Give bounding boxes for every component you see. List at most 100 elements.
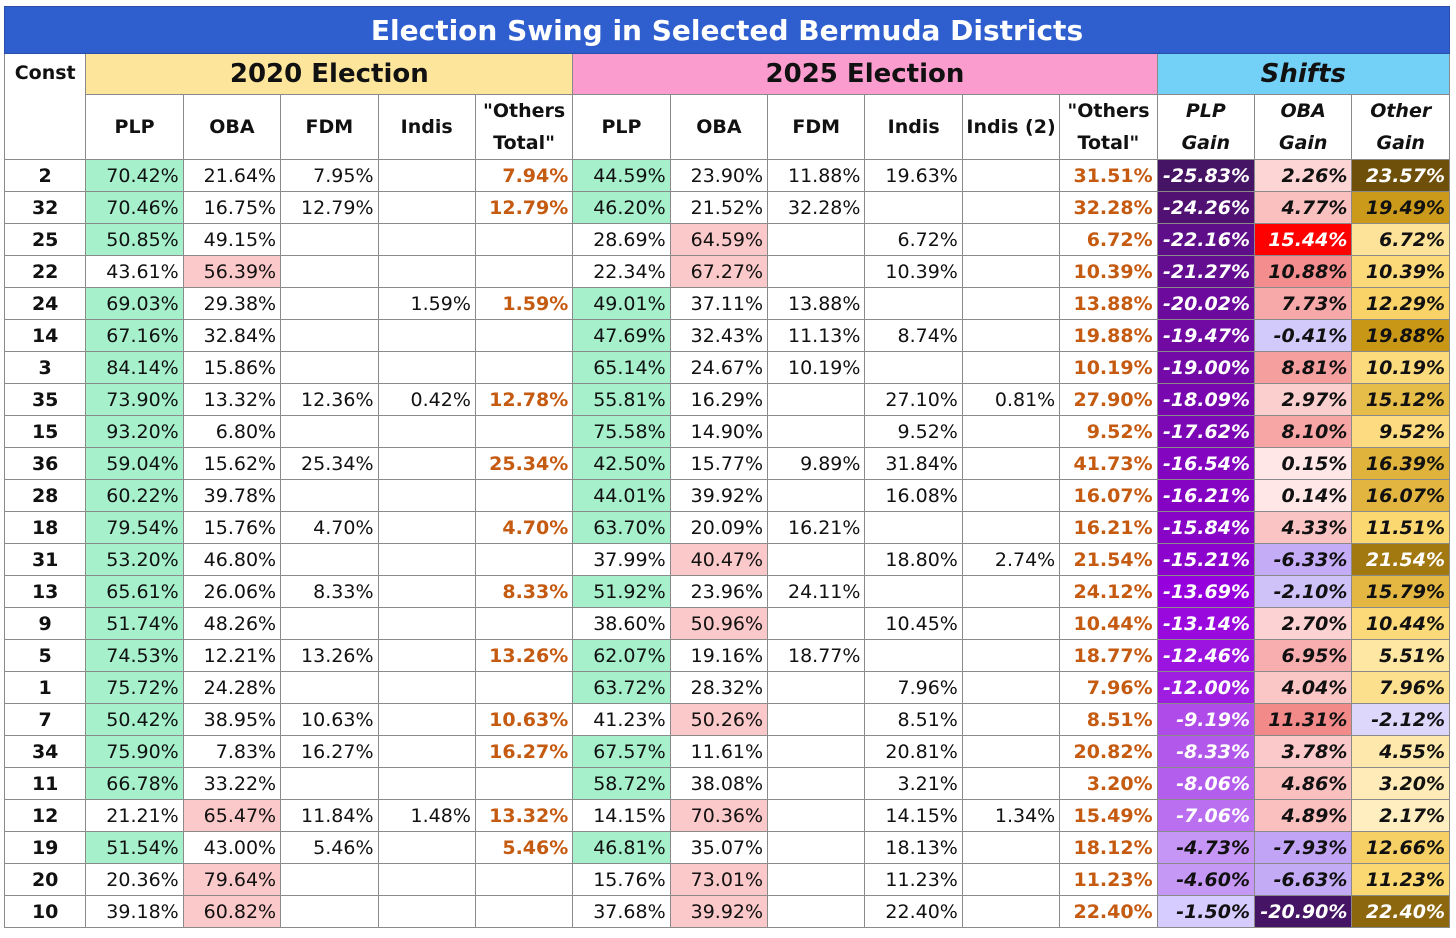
- cell-2025-0: 44.01%: [572, 479, 671, 512]
- cell-2025-1: 50.26%: [669, 703, 769, 736]
- cell-2020-4: [474, 415, 574, 448]
- cell-2025-0: 15.76%: [572, 863, 671, 896]
- table-title: Election Swing in Selected Bermuda Distr…: [4, 6, 1450, 54]
- cell-2020-2: 16.27%: [280, 735, 379, 768]
- cell-2020-4: [474, 607, 574, 640]
- cell-2025-2: 13.88%: [767, 287, 866, 320]
- const-cell: 19: [3, 831, 87, 864]
- cell-2025-3: [864, 287, 963, 320]
- cell-2020-2: [280, 223, 379, 256]
- cell-2020-3: [377, 543, 476, 576]
- oba-gain-cell: 2.70%: [1254, 607, 1353, 640]
- cell-2020-1: 46.80%: [182, 543, 282, 576]
- plp-gain-cell: -13.69%: [1156, 575, 1256, 608]
- cell-2025-4: [961, 223, 1061, 256]
- table-row: 15 93.20% 6.80% 75.58% 14.90% 9.52% 9.52% -17.6…: [3, 415, 1450, 448]
- plp-gain-cell: -17.62%: [1156, 415, 1256, 448]
- const-cell: 31: [3, 543, 87, 576]
- cell-2025-2: 9.89%: [767, 447, 866, 480]
- cell-2025-0: 22.34%: [572, 255, 671, 288]
- cell-2025-0: 58.72%: [572, 767, 671, 800]
- oba-gain-cell: -6.33%: [1254, 543, 1353, 576]
- cell-2025-3: 31.84%: [864, 447, 963, 480]
- col-2020-4: "Others Total": [474, 94, 574, 160]
- cell-2025-1: 40.47%: [669, 543, 769, 576]
- cell-2020-3: [377, 351, 476, 384]
- plp-gain-cell: -18.09%: [1156, 383, 1256, 416]
- cell-2020-0: 70.46%: [85, 191, 184, 224]
- plp-gain-cell: -15.21%: [1156, 543, 1256, 576]
- cell-2020-4: [474, 479, 574, 512]
- cell-2025-5: 18.12%: [1059, 831, 1158, 864]
- cell-2025-2: 11.88%: [767, 159, 866, 192]
- plp-gain-cell: -16.54%: [1156, 447, 1256, 480]
- table-row: 2 70.42% 21.64% 7.95% 7.94% 44.59% 23.90% 11.88…: [3, 159, 1450, 192]
- table-row: 14 67.16% 32.84% 47.69% 32.43% 11.13% 8.74% 19.…: [3, 319, 1450, 352]
- cell-2020-3: [377, 831, 476, 864]
- plp-gain-cell: -13.14%: [1156, 607, 1256, 640]
- cell-2025-5: 7.96%: [1059, 671, 1158, 704]
- cell-2025-3: 8.51%: [864, 703, 963, 736]
- cell-2025-3: [864, 511, 963, 544]
- plp-gain-cell: -19.47%: [1156, 319, 1256, 352]
- plp-gain-cell: -24.26%: [1156, 191, 1256, 224]
- cell-2025-3: 19.63%: [864, 159, 963, 192]
- cell-2020-2: [280, 607, 379, 640]
- cell-2025-3: [864, 639, 963, 672]
- shifts-header: Shifts: [1156, 53, 1451, 95]
- cell-2025-2: 18.77%: [767, 639, 866, 672]
- cell-2020-0: 53.20%: [85, 543, 184, 576]
- cell-2020-4: [474, 895, 574, 928]
- col-2020-3: Indis: [377, 94, 476, 160]
- plp-gain-cell: -20.02%: [1156, 287, 1256, 320]
- plp-gain-cell: -19.00%: [1156, 351, 1256, 384]
- cell-2020-0: 79.54%: [85, 511, 184, 544]
- cell-2020-2: [280, 287, 379, 320]
- cell-2025-4: [961, 287, 1061, 320]
- oba-gain-cell: -6.63%: [1254, 863, 1353, 896]
- cell-2020-2: 10.63%: [280, 703, 379, 736]
- table-row: 32 70.46% 16.75% 12.79% 12.79% 46.20% 21.52% 32…: [3, 191, 1450, 224]
- election-2020-header: 2020 Election: [85, 53, 574, 95]
- cell-2020-0: 50.85%: [85, 223, 184, 256]
- col-2020-1: OBA: [182, 94, 282, 160]
- cell-2025-3: 18.13%: [864, 831, 963, 864]
- table-row: 1 75.72% 24.28% 63.72% 28.32% 7.96% 7.96% -12.0…: [3, 671, 1450, 704]
- cell-2025-4: [961, 831, 1061, 864]
- cell-2025-4: [961, 703, 1061, 736]
- cell-2025-4: 1.34%: [961, 799, 1061, 832]
- oba-gain-cell: -7.93%: [1254, 831, 1353, 864]
- oba-gain-cell: -20.90%: [1254, 895, 1353, 928]
- cell-2025-5: 10.44%: [1059, 607, 1158, 640]
- other-gain-cell: 11.23%: [1351, 863, 1450, 896]
- cell-2025-5: 41.73%: [1059, 447, 1158, 480]
- cell-2020-3: [377, 159, 476, 192]
- cell-2025-1: 20.09%: [669, 511, 769, 544]
- cell-2025-5: 10.19%: [1059, 351, 1158, 384]
- oba-gain-cell: -2.10%: [1254, 575, 1353, 608]
- cell-2025-1: 50.96%: [669, 607, 769, 640]
- cell-2025-2: [767, 543, 866, 576]
- cell-2020-0: 21.21%: [85, 799, 184, 832]
- cell-2020-4: 4.70%: [474, 511, 574, 544]
- oba-gain-cell: 8.81%: [1254, 351, 1353, 384]
- col-2020-0: PLP: [85, 94, 184, 160]
- cell-2020-2: [280, 319, 379, 352]
- cell-2020-3: [377, 895, 476, 928]
- cell-2025-1: 73.01%: [669, 863, 769, 896]
- cell-2020-4: [474, 543, 574, 576]
- cell-2020-4: [474, 223, 574, 256]
- cell-2020-2: [280, 351, 379, 384]
- other-gain-cell: 19.49%: [1351, 191, 1450, 224]
- cell-2020-4: 16.27%: [474, 735, 574, 768]
- cell-2025-2: [767, 255, 866, 288]
- cell-2020-0: 93.20%: [85, 415, 184, 448]
- col-2020-2: FDM: [280, 94, 379, 160]
- cell-2020-4: 13.26%: [474, 639, 574, 672]
- cell-2025-4: [961, 863, 1061, 896]
- cell-2020-2: 7.95%: [280, 159, 379, 192]
- cell-2025-3: [864, 191, 963, 224]
- table-row: 25 50.85% 49.15% 28.69% 64.59% 6.72% 6.72% -22.…: [3, 223, 1450, 256]
- cell-2020-3: [377, 703, 476, 736]
- cell-2020-1: 43.00%: [182, 831, 282, 864]
